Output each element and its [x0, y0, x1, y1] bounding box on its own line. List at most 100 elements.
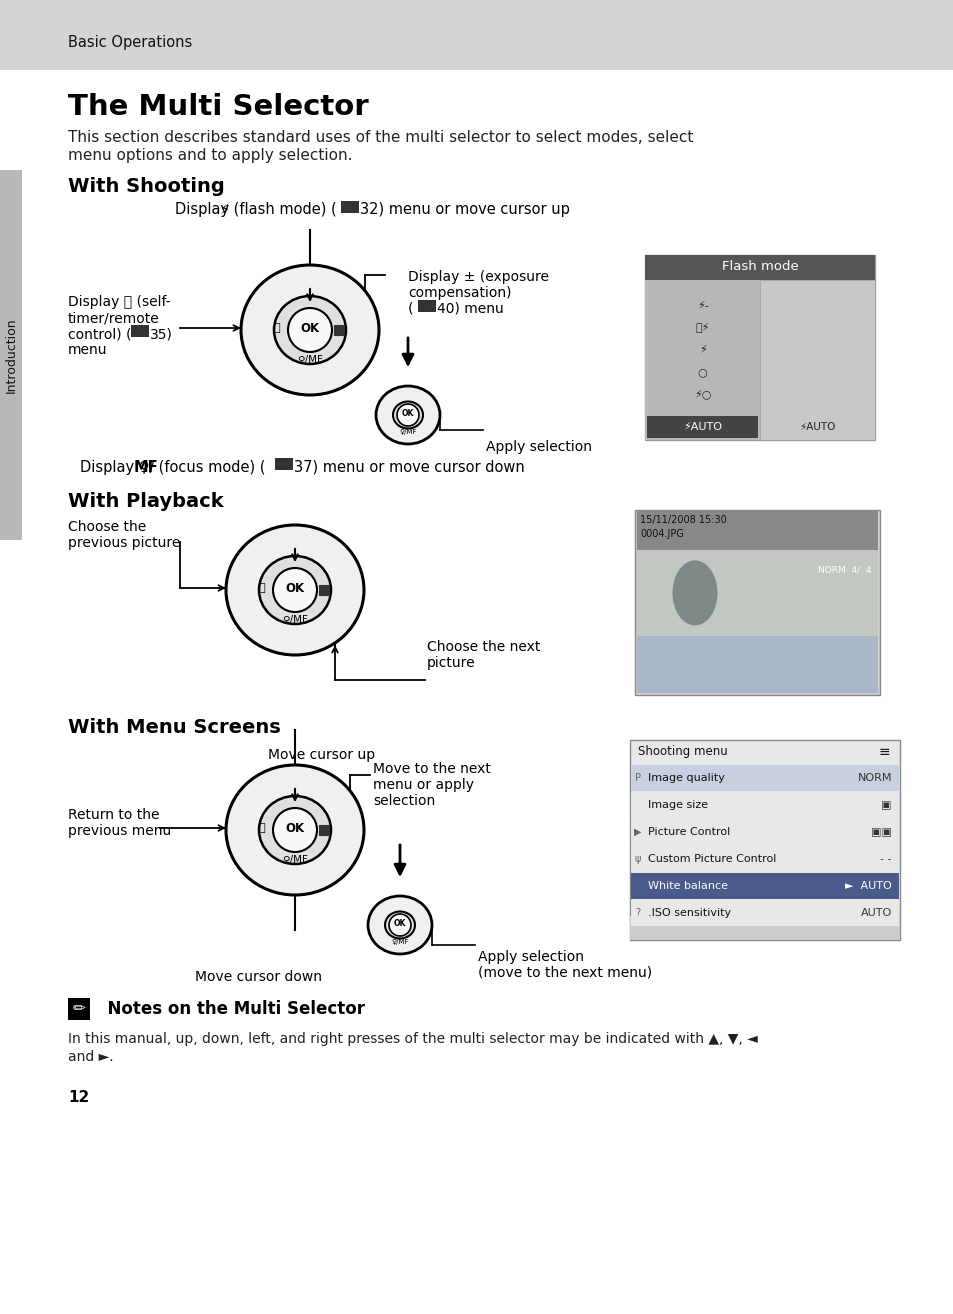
Text: Picture Control: Picture Control [647, 827, 729, 837]
Text: Move to the next: Move to the next [373, 762, 491, 777]
Ellipse shape [226, 526, 364, 654]
Ellipse shape [368, 896, 432, 954]
Text: Custom Picture Control: Custom Picture Control [647, 854, 776, 865]
Text: ♀/MF: ♀/MF [296, 355, 323, 365]
Text: OK: OK [300, 322, 319, 335]
Circle shape [389, 915, 411, 936]
Text: Image quality: Image quality [647, 773, 724, 783]
Ellipse shape [375, 386, 439, 444]
Circle shape [273, 568, 316, 612]
Text: With Shooting: With Shooting [68, 177, 225, 196]
Text: Display: Display [174, 202, 233, 217]
Text: OK: OK [394, 918, 406, 928]
Text: AUTO: AUTO [860, 908, 891, 918]
Ellipse shape [385, 912, 415, 938]
Text: ▣▣: ▣▣ [870, 827, 891, 837]
Text: and ►.: and ►. [68, 1050, 113, 1064]
Text: ⌛: ⌛ [258, 583, 265, 593]
Text: Image size: Image size [647, 800, 707, 809]
Text: Return to the: Return to the [68, 808, 159, 823]
Bar [630, 872, 898, 899]
Text: ?: ? [635, 908, 639, 918]
Text: ⚡○: ⚡○ [693, 389, 711, 399]
Text: 15/11/2008 15:30: 15/11/2008 15:30 [639, 515, 726, 526]
Circle shape [288, 307, 332, 352]
Bar [334, 325, 344, 335]
Bar [646, 417, 758, 438]
Text: The Multi Selector: The Multi Selector [68, 93, 368, 121]
Ellipse shape [258, 556, 331, 624]
Text: Choose the: Choose the [68, 520, 146, 533]
Text: Shooting menu: Shooting menu [638, 745, 727, 758]
Bar [417, 300, 436, 311]
Text: Flash mode: Flash mode [720, 260, 798, 273]
Bar [644, 255, 874, 440]
Ellipse shape [241, 265, 378, 396]
Text: 40) menu: 40) menu [436, 302, 503, 315]
Text: picture: picture [427, 656, 476, 670]
Text: - -: - - [880, 854, 891, 865]
Text: This section describes standard uses of the multi selector to select modes, sele: This section describes standard uses of … [68, 130, 693, 145]
Text: ⌛: ⌛ [258, 823, 265, 833]
Bar [318, 585, 329, 595]
Bar [644, 280, 760, 440]
Text: ♀/MF: ♀/MF [282, 855, 308, 865]
Text: Choose the next: Choose the next [427, 640, 539, 654]
Text: 0004.JPG: 0004.JPG [639, 530, 683, 539]
Text: ▣: ▣ [881, 800, 891, 809]
Circle shape [396, 403, 418, 426]
Bar [630, 846, 898, 872]
Text: Display ⌛ (self-: Display ⌛ (self- [68, 296, 171, 309]
Bar [629, 740, 899, 940]
Text: Display ± (exposure: Display ± (exposure [408, 269, 548, 284]
Text: (: ( [408, 302, 413, 315]
Ellipse shape [274, 296, 346, 364]
Text: White balance: White balance [647, 880, 727, 891]
Ellipse shape [393, 402, 422, 428]
Text: OK: OK [401, 409, 414, 418]
Text: ⚡AUTO: ⚡AUTO [799, 422, 835, 432]
Bar [131, 325, 149, 336]
Text: 37) menu or move cursor down: 37) menu or move cursor down [294, 460, 524, 474]
Text: ⚡AUTO: ⚡AUTO [682, 422, 721, 432]
Text: 32) menu or move cursor up: 32) menu or move cursor up [359, 202, 569, 217]
Text: 12: 12 [68, 1091, 90, 1105]
Bar [630, 792, 898, 819]
Text: OK: OK [285, 582, 304, 594]
Bar [318, 825, 329, 834]
Text: previous menu: previous menu [68, 824, 172, 838]
Bar [0, 170, 22, 540]
Text: P: P [635, 773, 640, 783]
Bar [0, 0, 953, 70]
Bar [630, 819, 898, 845]
Text: With Menu Screens: With Menu Screens [68, 717, 280, 737]
Text: (move to the next menu): (move to the next menu) [477, 966, 652, 980]
Text: 35): 35) [150, 327, 172, 342]
Text: timer/remote: timer/remote [68, 311, 159, 325]
Text: (flash mode) (: (flash mode) ( [229, 202, 336, 217]
Text: Apply selection: Apply selection [485, 440, 592, 455]
Text: ✏: ✏ [72, 1001, 85, 1017]
Text: menu options and to apply selection.: menu options and to apply selection. [68, 148, 352, 163]
Text: ►  AUTO: ► AUTO [844, 880, 891, 891]
Bar [68, 999, 90, 1020]
Text: ○: ○ [697, 367, 706, 377]
Text: menu or apply: menu or apply [373, 778, 474, 792]
Text: OK: OK [285, 821, 304, 834]
Text: MF: MF [133, 460, 158, 474]
Text: previous picture: previous picture [68, 536, 180, 551]
Text: selection: selection [373, 794, 435, 808]
Text: Move cursor down: Move cursor down [194, 970, 322, 984]
Bar [630, 900, 898, 926]
Circle shape [273, 808, 316, 851]
Bar [635, 510, 879, 695]
Bar [637, 636, 877, 692]
Text: NORM  4/  4: NORM 4/ 4 [818, 565, 871, 574]
Text: Move cursor up: Move cursor up [268, 748, 375, 762]
Text: ♀/MF: ♀/MF [391, 940, 408, 945]
Text: ♀/MF: ♀/MF [282, 615, 308, 625]
Ellipse shape [226, 765, 364, 895]
Text: ⛆⚡: ⛆⚡ [695, 323, 709, 334]
Bar [629, 916, 899, 940]
Text: Display ♀/: Display ♀/ [80, 460, 154, 474]
